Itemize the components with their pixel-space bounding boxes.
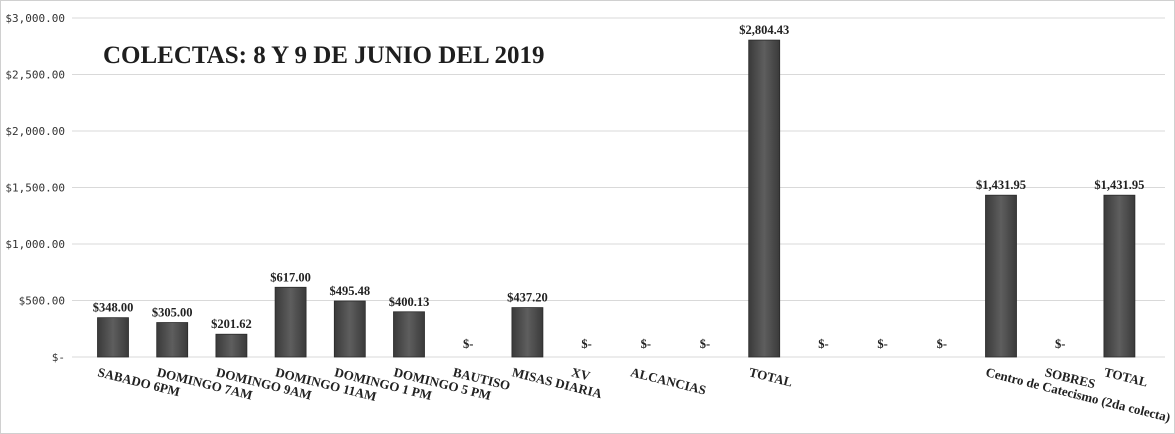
y-tick-label: $2,000.00 bbox=[5, 125, 65, 138]
bar bbox=[333, 300, 366, 358]
bars bbox=[97, 39, 1136, 358]
data-labels: $348.00 $305.00 $201.62 $617.00 $495.48 $400.… bbox=[93, 23, 1145, 351]
data-label: $- bbox=[1055, 337, 1065, 351]
gridlines bbox=[72, 17, 1165, 358]
chart-title: COLECTAS: 8 Y 9 DE JUNIO DEL 2019 bbox=[103, 42, 545, 69]
data-label: $495.48 bbox=[329, 284, 370, 298]
y-tick-label: $1,000.00 bbox=[5, 238, 65, 251]
data-label: $1,431.95 bbox=[976, 178, 1026, 192]
y-tick-label: $2,500.00 bbox=[5, 69, 65, 82]
bar bbox=[215, 333, 248, 358]
data-label: $305.00 bbox=[152, 306, 193, 320]
y-axis-ticks: $- $500.00 $1,000.00 $1,500.00 $2,000.00 $2,5… bbox=[5, 12, 65, 364]
data-label: $- bbox=[581, 337, 591, 351]
bar bbox=[97, 317, 129, 358]
data-label: $348.00 bbox=[93, 301, 134, 315]
bar bbox=[1103, 194, 1136, 358]
bar bbox=[511, 307, 544, 358]
bar bbox=[748, 39, 781, 358]
data-label: $- bbox=[937, 337, 947, 351]
data-label: $437.20 bbox=[507, 291, 548, 305]
data-label: $- bbox=[463, 337, 473, 351]
y-tick-label: $1,500.00 bbox=[5, 182, 65, 195]
bar bbox=[985, 194, 1017, 358]
data-label: $- bbox=[700, 337, 710, 351]
y-tick-label: $500.00 bbox=[19, 295, 65, 308]
data-label: $- bbox=[641, 337, 651, 351]
data-label: $617.00 bbox=[270, 270, 311, 284]
bar bbox=[156, 322, 189, 358]
data-label: $400.13 bbox=[389, 295, 430, 309]
data-label: $2,804.43 bbox=[739, 23, 789, 37]
data-label: $- bbox=[877, 337, 887, 351]
data-label: $1,431.95 bbox=[1094, 178, 1144, 192]
bar bbox=[393, 311, 425, 358]
data-label: $- bbox=[818, 337, 828, 351]
x-tick-label: XV bbox=[570, 364, 592, 383]
bar bbox=[274, 286, 307, 358]
y-tick-label: $- bbox=[52, 351, 65, 364]
y-tick-label: $3,000.00 bbox=[5, 12, 65, 25]
data-label: $201.62 bbox=[211, 317, 252, 331]
